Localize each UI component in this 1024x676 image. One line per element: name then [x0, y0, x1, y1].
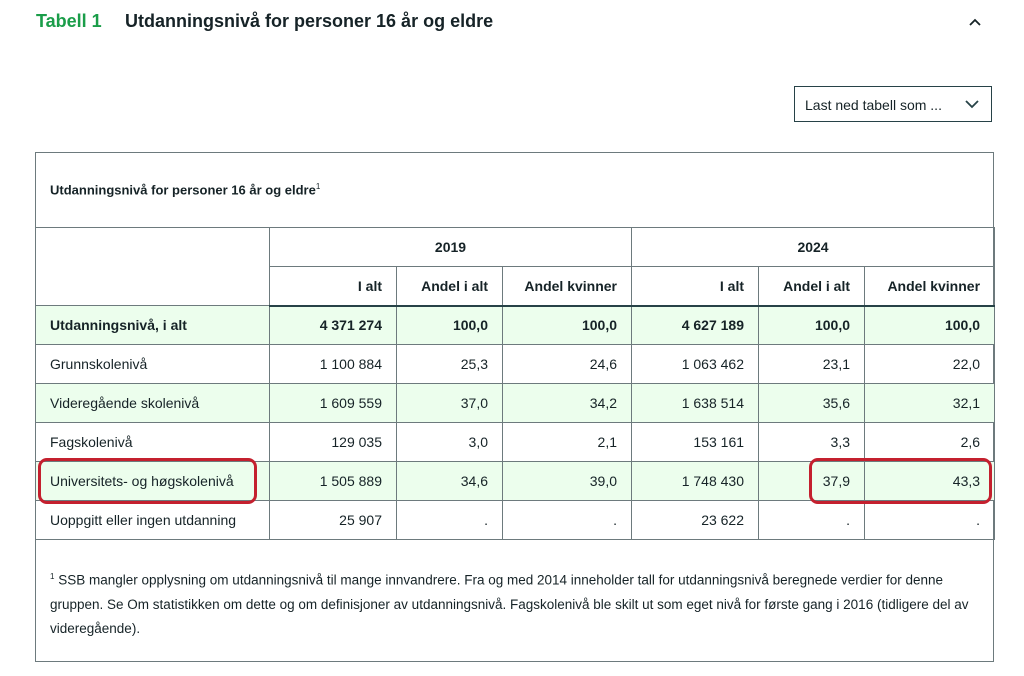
- table-title: Utdanningsnivå for personer 16 år og eld…: [125, 11, 494, 31]
- table-caption: Utdanningsnivå for personer 16 år og eld…: [50, 182, 321, 198]
- table-cell: 39,0: [501, 461, 633, 501]
- table-cell: 3,3: [758, 422, 866, 462]
- table-cell: 35,6: [758, 383, 866, 423]
- table-row: Utdanningsnivå, i alt 4 371 274 100,0 10…: [35, 305, 996, 345]
- chevron-up-icon: [969, 18, 981, 26]
- download-table-select[interactable]: Last ned tabell som ...: [794, 86, 992, 122]
- table-footnote: 1 SSB mangler opplysning om utdanningsni…: [50, 565, 975, 641]
- table-cell: .: [864, 500, 996, 540]
- table-cell: .: [501, 500, 633, 540]
- row-label: Universitets- og høgskolenivå: [35, 461, 270, 501]
- table-cell: 2,6: [864, 422, 996, 462]
- row-label: Utdanningsnivå, i alt: [35, 305, 270, 345]
- table-cell: 100,0: [501, 305, 633, 345]
- table-cell: 2,1: [501, 422, 633, 462]
- collapse-button[interactable]: [962, 10, 988, 34]
- column-header: Andel i alt: [396, 266, 503, 307]
- table-cell: 153 161: [631, 422, 760, 462]
- column-header: Andel kvinner: [864, 266, 996, 307]
- table-cell: 4 371 274: [269, 305, 397, 345]
- table-row: Videregående skolenivå 1 609 559 37,0 34…: [35, 383, 996, 423]
- download-select-label: Last ned tabell som ...: [805, 97, 942, 113]
- table-cell: 23,1: [758, 344, 866, 384]
- table-cell: 3,0: [396, 422, 503, 462]
- table-cell: 37,9: [758, 461, 866, 501]
- table-cell: 34,2: [501, 383, 633, 423]
- table-cell: 129 035: [269, 422, 397, 462]
- row-label: Grunnskolenivå: [35, 344, 270, 384]
- table-header: Tabell 1 Utdanningsnivå for personer 16 …: [0, 0, 1024, 44]
- row-header-corner: [35, 227, 270, 306]
- table-cell: 100,0: [396, 305, 503, 345]
- table-cell: 1 100 884: [269, 344, 397, 384]
- table-row: Fagskolenivå 129 035 3,0 2,1 153 161 3,3…: [35, 422, 996, 462]
- table-cell: 1 505 889: [269, 461, 397, 501]
- table-cell: 100,0: [864, 305, 996, 345]
- table-cell: 1 609 559: [269, 383, 397, 423]
- table-cell: 32,1: [864, 383, 996, 423]
- row-label: Uoppgitt eller ingen utdanning: [35, 500, 270, 540]
- table-row: Universitets- og høgskolenivå 1 505 889 …: [35, 461, 996, 501]
- column-header: Andel i alt: [758, 266, 866, 307]
- caption-footnote-ref: 1: [315, 182, 321, 191]
- table-number: Tabell 1: [36, 11, 102, 31]
- table-cell: 25 907: [269, 500, 397, 540]
- table-cell: 37,0: [396, 383, 503, 423]
- year-header: 2019: [268, 227, 633, 267]
- column-header: Andel kvinner: [501, 266, 633, 307]
- table-cell: 24,6: [501, 344, 633, 384]
- table-cell: 100,0: [758, 305, 866, 345]
- row-label: Videregående skolenivå: [35, 383, 270, 423]
- table-cell: 1 748 430: [631, 461, 760, 501]
- table-cell: 1 638 514: [631, 383, 760, 423]
- statistics-table: Utdanningsnivå for personer 16 år og eld…: [35, 152, 996, 662]
- year-header: 2024: [631, 227, 996, 267]
- footnote-text: SSB mangler opplysning om utdanningsnivå…: [50, 572, 969, 636]
- column-header: I alt: [269, 266, 397, 307]
- table-cell: .: [396, 500, 503, 540]
- data-table: 2019 2024 I alt Andel i alt Andel kvinne…: [35, 227, 996, 540]
- table-cell: 1 063 462: [631, 344, 760, 384]
- chevron-down-icon: [965, 100, 979, 109]
- table-row: Grunnskolenivå 1 100 884 25,3 24,6 1 063…: [35, 344, 996, 384]
- footnote-mark: 1: [50, 572, 55, 581]
- row-label: Fagskolenivå: [35, 422, 270, 462]
- table-cell: 4 627 189: [631, 305, 760, 345]
- table-cell: 23 622: [631, 500, 760, 540]
- table-cell: 25,3: [396, 344, 503, 384]
- table-cell: 34,6: [396, 461, 503, 501]
- table-cell: 43,3: [864, 461, 996, 501]
- table-cell: 22,0: [864, 344, 996, 384]
- table-row: Uoppgitt eller ingen utdanning 25 907 . …: [35, 500, 996, 540]
- column-header: I alt: [631, 266, 760, 307]
- table-cell: .: [758, 500, 866, 540]
